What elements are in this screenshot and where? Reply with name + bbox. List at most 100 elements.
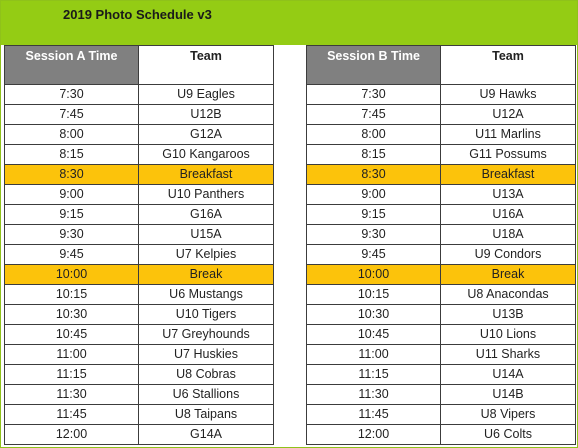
session-b-time-cell[interactable]: 8:30	[306, 164, 441, 185]
header-session-a-time[interactable]: Session A Time	[4, 45, 139, 85]
session-a-team-cell[interactable]: U8 Cobras	[138, 364, 274, 385]
session-b-time-cell[interactable]: 7:30	[306, 84, 441, 105]
session-a-time-cell[interactable]: 11:45	[4, 404, 139, 425]
session-a-time-cell[interactable]: 9:15	[4, 204, 139, 225]
spacer-cell[interactable]	[273, 264, 307, 285]
session-a-team-cell[interactable]: Breakfast	[138, 164, 274, 185]
session-a-team-cell[interactable]: U10 Panthers	[138, 184, 274, 205]
header-team-a[interactable]: Team	[138, 45, 274, 85]
session-a-time-cell[interactable]: 11:00	[4, 344, 139, 365]
session-a-time-cell[interactable]: 12:00	[4, 424, 139, 445]
session-b-time-cell[interactable]: 9:30	[306, 224, 441, 245]
session-b-team-cell[interactable]: U8 Vipers	[440, 404, 576, 425]
session-a-team-cell[interactable]: U15A	[138, 224, 274, 245]
spacer-cell[interactable]	[273, 304, 307, 325]
session-b-team-cell[interactable]: U8 Anacondas	[440, 284, 576, 305]
spacer-cell[interactable]	[273, 224, 307, 245]
spacer-cell[interactable]	[273, 284, 307, 305]
session-b-team-cell[interactable]: U9 Condors	[440, 244, 576, 265]
session-b-time-cell[interactable]: 11:00	[306, 344, 441, 365]
session-a-time-cell[interactable]: 8:30	[4, 164, 139, 185]
session-b-time-cell[interactable]: 11:15	[306, 364, 441, 385]
session-b-team-cell[interactable]: U10 Lions	[440, 324, 576, 345]
session-b-time-cell[interactable]: 9:00	[306, 184, 441, 205]
session-a-team-cell[interactable]: G10 Kangaroos	[138, 144, 274, 165]
session-b-team-cell[interactable]: U9 Hawks	[440, 84, 576, 105]
table-row: 9:00 U10 Panthers 9:00 U13A	[4, 184, 576, 205]
session-a-team-cell[interactable]: U9 Eagles	[138, 84, 274, 105]
session-a-team-cell[interactable]: G14A	[138, 424, 274, 445]
session-b-time-cell[interactable]: 10:15	[306, 284, 441, 305]
spacer-cell[interactable]	[273, 344, 307, 365]
spacer-cell[interactable]	[273, 324, 307, 345]
session-a-team-cell[interactable]: U12B	[138, 104, 274, 125]
session-a-time-cell[interactable]: 10:15	[4, 284, 139, 305]
spacer-cell[interactable]	[273, 404, 307, 425]
session-b-team-cell[interactable]: U18A	[440, 224, 576, 245]
session-a-team-cell[interactable]: U7 Huskies	[138, 344, 274, 365]
session-a-time-cell[interactable]: 8:15	[4, 144, 139, 165]
session-b-time-cell[interactable]: 12:00	[306, 424, 441, 445]
session-b-time-cell[interactable]: 7:45	[306, 104, 441, 125]
session-a-team-cell[interactable]: U6 Mustangs	[138, 284, 274, 305]
session-a-time-cell[interactable]: 11:15	[4, 364, 139, 385]
session-b-time-cell[interactable]: 8:15	[306, 144, 441, 165]
session-b-time-cell[interactable]: 10:30	[306, 304, 441, 325]
spacer-cell[interactable]	[273, 124, 307, 145]
session-a-time-cell[interactable]: 9:30	[4, 224, 139, 245]
spacer-cell[interactable]	[273, 164, 307, 185]
session-a-time-cell[interactable]: 10:45	[4, 324, 139, 345]
session-a-team-cell[interactable]: G12A	[138, 124, 274, 145]
session-a-team-cell[interactable]: U10 Tigers	[138, 304, 274, 325]
session-a-time-cell[interactable]: 7:30	[4, 84, 139, 105]
session-b-team-cell[interactable]: U13B	[440, 304, 576, 325]
session-b-team-cell[interactable]: Breakfast	[440, 164, 576, 185]
session-a-time-cell[interactable]: 11:30	[4, 384, 139, 405]
session-a-team-cell[interactable]: U7 Kelpies	[138, 244, 274, 265]
session-b-team-cell[interactable]: U16A	[440, 204, 576, 225]
session-b-team-cell[interactable]: U14A	[440, 364, 576, 385]
session-a-team-cell[interactable]: Break	[138, 264, 274, 285]
session-b-time-cell[interactable]: 11:30	[306, 384, 441, 405]
header-session-b-time[interactable]: Session B Time	[306, 45, 441, 85]
session-b-team-cell[interactable]: U13A	[440, 184, 576, 205]
session-a-time-cell[interactable]: 9:45	[4, 244, 139, 265]
header-team-b[interactable]: Team	[440, 45, 576, 85]
session-b-time-cell[interactable]: 10:00	[306, 264, 441, 285]
session-b-team-cell[interactable]: U11 Sharks	[440, 344, 576, 365]
session-a-time-cell[interactable]: 7:45	[4, 104, 139, 125]
spacer-cell[interactable]	[273, 84, 307, 105]
spacer-cell[interactable]	[273, 104, 307, 125]
spacer-cell[interactable]	[273, 45, 307, 85]
sheet-title[interactable]: 2019 Photo Schedule v3	[63, 7, 212, 22]
session-b-team-cell[interactable]: U11 Marlins	[440, 124, 576, 145]
session-a-time-cell[interactable]: 10:30	[4, 304, 139, 325]
table-row: 8:15 G10 Kangaroos 8:15 G11 Possums	[4, 144, 576, 165]
spacer-cell[interactable]	[273, 384, 307, 405]
title-bar: 2019 Photo Schedule v3	[1, 1, 577, 45]
session-b-time-cell[interactable]: 9:15	[306, 204, 441, 225]
session-b-time-cell[interactable]: 8:00	[306, 124, 441, 145]
session-a-team-cell[interactable]: U6 Stallions	[138, 384, 274, 405]
session-b-time-cell[interactable]: 9:45	[306, 244, 441, 265]
session-a-time-cell[interactable]: 8:00	[4, 124, 139, 145]
session-a-team-cell[interactable]: U8 Taipans	[138, 404, 274, 425]
session-b-team-cell[interactable]: Break	[440, 264, 576, 285]
session-b-team-cell[interactable]: G11 Possums	[440, 144, 576, 165]
spacer-cell[interactable]	[273, 244, 307, 265]
session-b-time-cell[interactable]: 10:45	[306, 324, 441, 345]
spacer-cell[interactable]	[273, 204, 307, 225]
table-row: 10:45 U7 Greyhounds 10:45 U10 Lions	[4, 324, 576, 345]
session-b-team-cell[interactable]: U14B	[440, 384, 576, 405]
session-b-team-cell[interactable]: U6 Colts	[440, 424, 576, 445]
spacer-cell[interactable]	[273, 144, 307, 165]
session-a-team-cell[interactable]: G16A	[138, 204, 274, 225]
session-b-team-cell[interactable]: U12A	[440, 104, 576, 125]
spacer-cell[interactable]	[273, 184, 307, 205]
session-a-time-cell[interactable]: 10:00	[4, 264, 139, 285]
session-b-time-cell[interactable]: 11:45	[306, 404, 441, 425]
session-a-time-cell[interactable]: 9:00	[4, 184, 139, 205]
session-a-team-cell[interactable]: U7 Greyhounds	[138, 324, 274, 345]
spacer-cell[interactable]	[273, 364, 307, 385]
spacer-cell[interactable]	[273, 424, 307, 445]
